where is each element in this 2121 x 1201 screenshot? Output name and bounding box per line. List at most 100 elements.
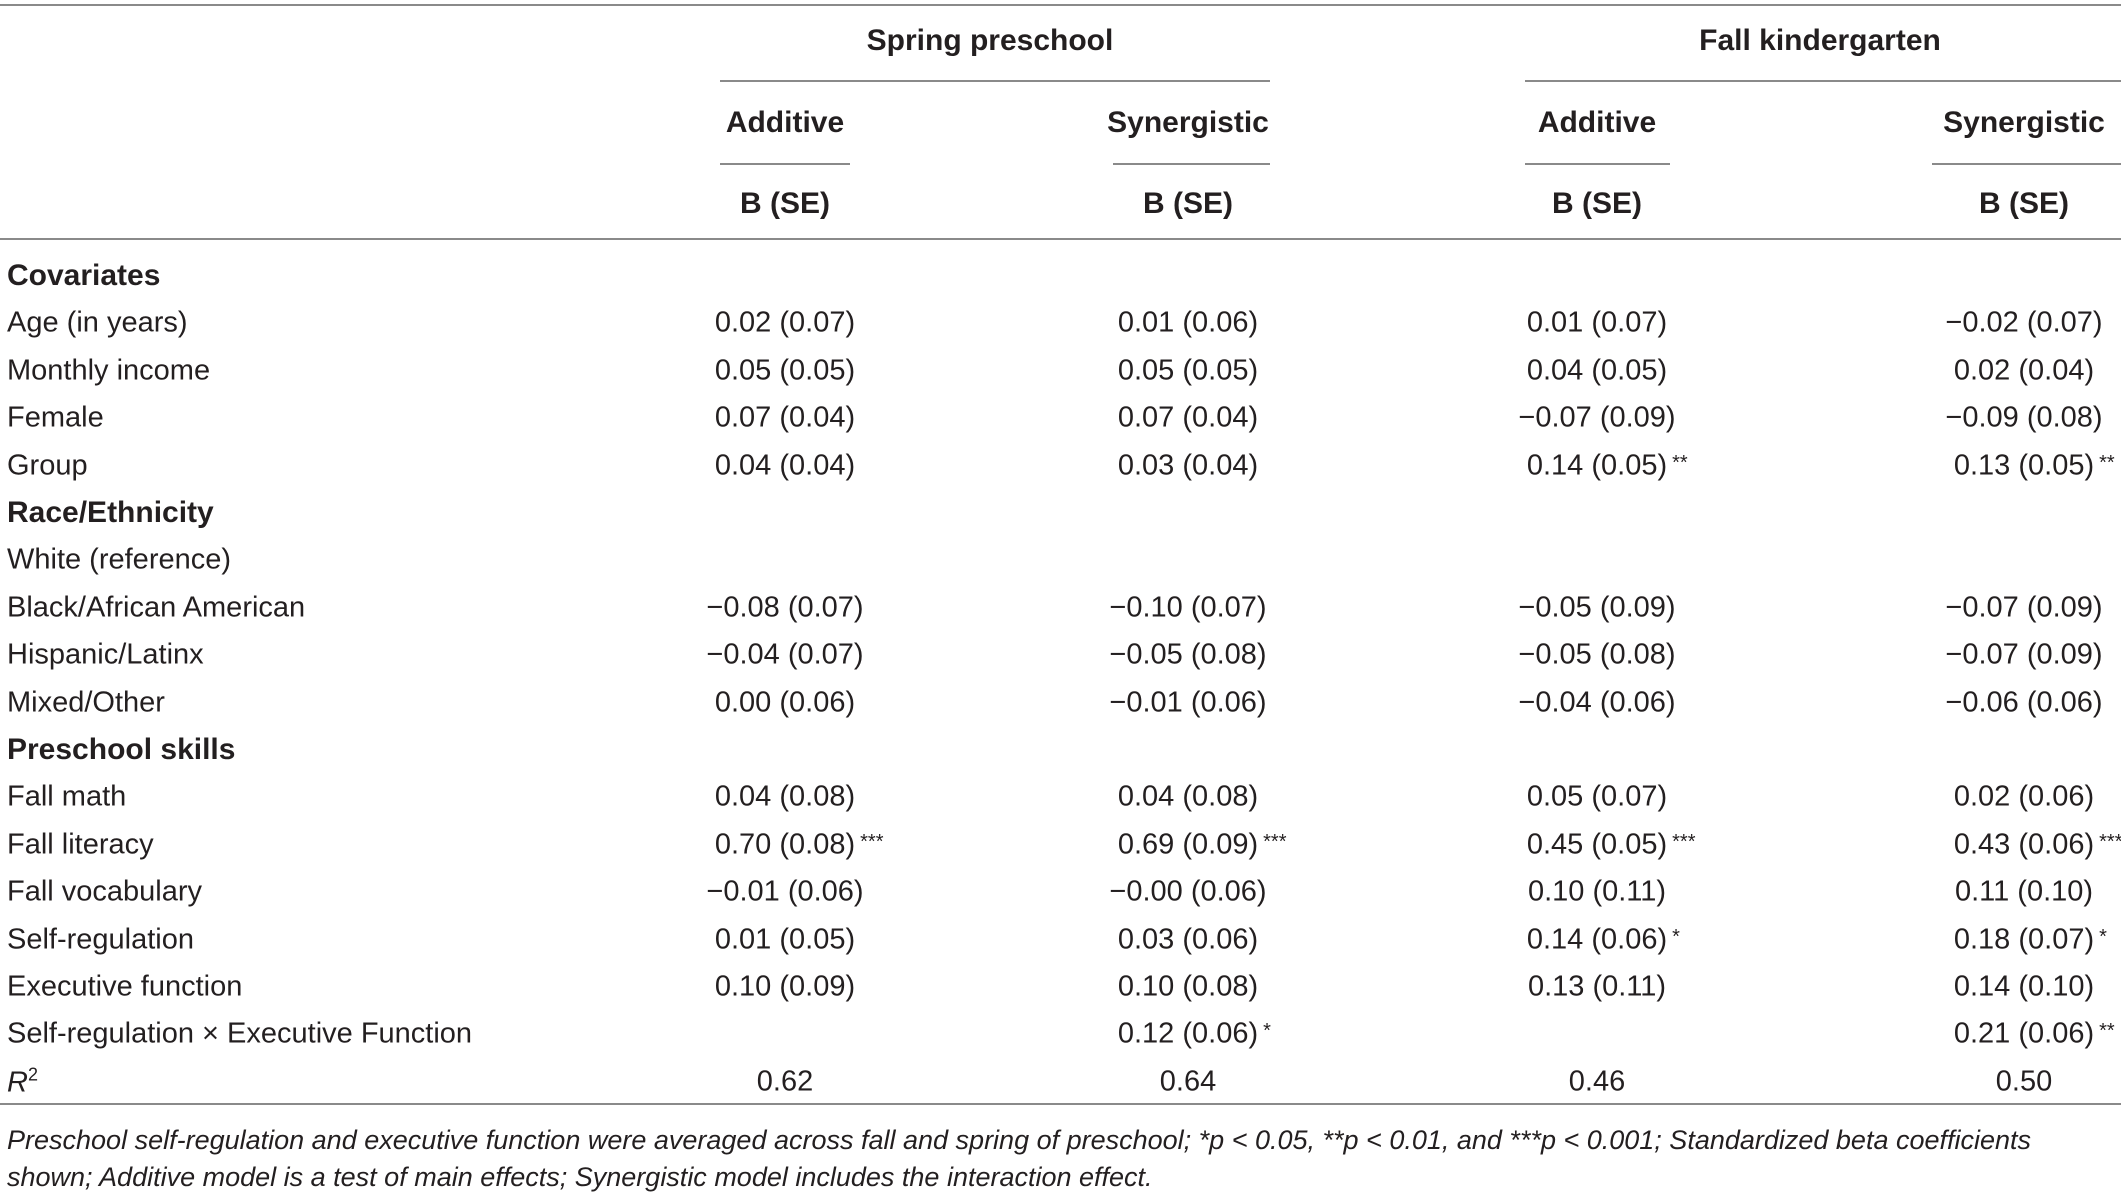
model-underline-1 bbox=[720, 163, 850, 165]
cell-value: 0.01 (0.06) bbox=[1117, 306, 1259, 339]
cell-value: 0.14 (0.05) bbox=[1526, 449, 1668, 482]
cell-value: 0.00 (0.06) bbox=[714, 686, 856, 719]
cell-value: 0.01 (0.07) bbox=[1526, 306, 1668, 339]
model-underline-4 bbox=[1932, 163, 2121, 165]
cell-value: 0.03 (0.06) bbox=[1117, 923, 1259, 956]
cell-value: 0.10 (0.11) bbox=[1527, 875, 1667, 908]
significance-marker: * bbox=[1672, 925, 1680, 948]
cell-value: 0.01 (0.05) bbox=[714, 923, 856, 956]
row-label: Female bbox=[7, 401, 104, 434]
group-header-fall: Fall kindergarten bbox=[1699, 24, 1941, 57]
cell-value: 0.04 (0.05) bbox=[1526, 354, 1668, 387]
fall-group-underline bbox=[1525, 80, 2121, 82]
significance-marker: *** bbox=[860, 830, 884, 853]
model-header-synergistic-fall: Synergistic bbox=[1943, 106, 2105, 139]
cell-value: 0.05 (0.05) bbox=[714, 354, 856, 387]
cell-value: 0.21 (0.06) bbox=[1953, 1017, 2095, 1050]
model-header-additive-spring: Additive bbox=[725, 106, 845, 139]
header-bottom-rule bbox=[0, 238, 2121, 240]
cell-value: 0.05 (0.05) bbox=[1117, 354, 1259, 387]
section-heading: Race/Ethnicity bbox=[7, 496, 214, 529]
cell-value: −0.05 (0.09) bbox=[1518, 591, 1676, 624]
stat-header-1: B (SE) bbox=[740, 187, 830, 220]
significance-marker: ** bbox=[2099, 451, 2115, 474]
stat-header-2: B (SE) bbox=[1143, 187, 1233, 220]
model-header-additive-fall: Additive bbox=[1537, 106, 1657, 139]
cell-value: 0.05 (0.07) bbox=[1526, 780, 1668, 813]
row-label: Group bbox=[7, 449, 88, 482]
row-label: Executive function bbox=[7, 970, 243, 1003]
cell-value: −0.04 (0.07) bbox=[706, 638, 864, 671]
cell-value: −0.07 (0.09) bbox=[1945, 591, 2103, 624]
cell-value: 0.04 (0.08) bbox=[1117, 780, 1259, 813]
group-header-spring: Spring preschool bbox=[866, 24, 1114, 57]
cell-value: 0.62 bbox=[756, 1065, 814, 1098]
row-label: Self-regulation × Executive Function bbox=[7, 1017, 473, 1050]
cell-value: 0.70 (0.08) bbox=[714, 828, 856, 861]
cell-value: −0.02 (0.07) bbox=[1945, 306, 2103, 339]
significance-marker: *** bbox=[1263, 830, 1287, 853]
cell-value: 0.07 (0.04) bbox=[1117, 401, 1259, 434]
cell-value: 0.13 (0.11) bbox=[1527, 970, 1667, 1003]
significance-marker: * bbox=[1263, 1020, 1271, 1043]
significance-marker: ** bbox=[1672, 451, 1688, 474]
section-heading: Preschool skills bbox=[7, 733, 236, 766]
model-underline-3 bbox=[1525, 163, 1670, 165]
cell-value: 0.04 (0.08) bbox=[714, 780, 856, 813]
cell-value: 0.02 (0.04) bbox=[1953, 354, 2095, 387]
cell-value: 0.43 (0.06) bbox=[1953, 828, 2095, 861]
cell-value: 0.45 (0.05) bbox=[1526, 828, 1668, 861]
row-label: Age (in years) bbox=[7, 306, 188, 339]
row-label: Self-regulation bbox=[7, 923, 194, 956]
cell-value: 0.14 (0.10) bbox=[1953, 970, 2095, 1003]
cell-value: 0.14 (0.06) bbox=[1526, 923, 1668, 956]
row-label: Monthly income bbox=[7, 354, 211, 387]
cell-value: −0.00 (0.06) bbox=[1109, 875, 1267, 908]
r-squared-exponent: 2 bbox=[27, 1064, 38, 1085]
cell-value: −0.05 (0.08) bbox=[1518, 638, 1676, 671]
row-label: Mixed/Other bbox=[7, 686, 165, 719]
cell-value: 0.64 bbox=[1159, 1065, 1217, 1098]
cell-value: −0.09 (0.08) bbox=[1945, 401, 2103, 434]
cell-value: −0.07 (0.09) bbox=[1518, 401, 1676, 434]
cell-value: 0.12 (0.06) bbox=[1117, 1017, 1259, 1050]
table-footnote: Preschool self-regulation and executive … bbox=[7, 1125, 2032, 1192]
significance-marker: *** bbox=[2099, 830, 2121, 853]
cell-value: 0.02 (0.06) bbox=[1953, 780, 2095, 813]
stat-header-3: B (SE) bbox=[1552, 187, 1642, 220]
cell-value: 0.11 (0.10) bbox=[1954, 875, 2094, 908]
significance-marker: *** bbox=[1672, 830, 1696, 853]
significance-marker: * bbox=[2099, 925, 2107, 948]
cell-value: −0.08 (0.07) bbox=[706, 591, 864, 624]
cell-value: 0.10 (0.09) bbox=[714, 970, 856, 1003]
cell-value: −0.01 (0.06) bbox=[706, 875, 864, 908]
cell-value: 0.07 (0.04) bbox=[714, 401, 856, 434]
cell-value: 0.10 (0.08) bbox=[1117, 970, 1259, 1003]
row-label: Hispanic/Latinx bbox=[7, 638, 204, 671]
model-underline-2 bbox=[1113, 163, 1270, 165]
cell-value: 0.69 (0.09) bbox=[1117, 828, 1259, 861]
row-label: Fall math bbox=[7, 780, 127, 813]
spring-group-underline bbox=[720, 80, 1270, 82]
cell-value: 0.04 (0.04) bbox=[714, 449, 856, 482]
cell-value: −0.04 (0.06) bbox=[1518, 686, 1676, 719]
table-bottom-rule bbox=[0, 1103, 2121, 1105]
r-squared-label: R2 bbox=[7, 1064, 38, 1099]
row-label: Black/African American bbox=[7, 591, 306, 624]
row-label: White (reference) bbox=[7, 543, 232, 576]
row-label: Fall literacy bbox=[7, 828, 154, 861]
r-squared-base: R bbox=[7, 1066, 28, 1099]
section-heading: Covariates bbox=[7, 259, 161, 292]
stat-header-4: B (SE) bbox=[1979, 187, 2069, 220]
cell-value: 0.46 bbox=[1568, 1065, 1626, 1098]
cell-value: 0.18 (0.07) bbox=[1953, 923, 2095, 956]
model-header-synergistic-spring: Synergistic bbox=[1107, 106, 1269, 139]
significance-marker: ** bbox=[2099, 1020, 2115, 1043]
cell-value: −0.06 (0.06) bbox=[1945, 686, 2103, 719]
cell-value: 0.50 bbox=[1995, 1065, 2053, 1098]
cell-value: −0.10 (0.07) bbox=[1109, 591, 1267, 624]
cell-value: 0.03 (0.04) bbox=[1117, 449, 1259, 482]
top-rule bbox=[0, 4, 2121, 6]
cell-value: 0.13 (0.05) bbox=[1953, 449, 2095, 482]
cell-value: −0.05 (0.08) bbox=[1109, 638, 1267, 671]
